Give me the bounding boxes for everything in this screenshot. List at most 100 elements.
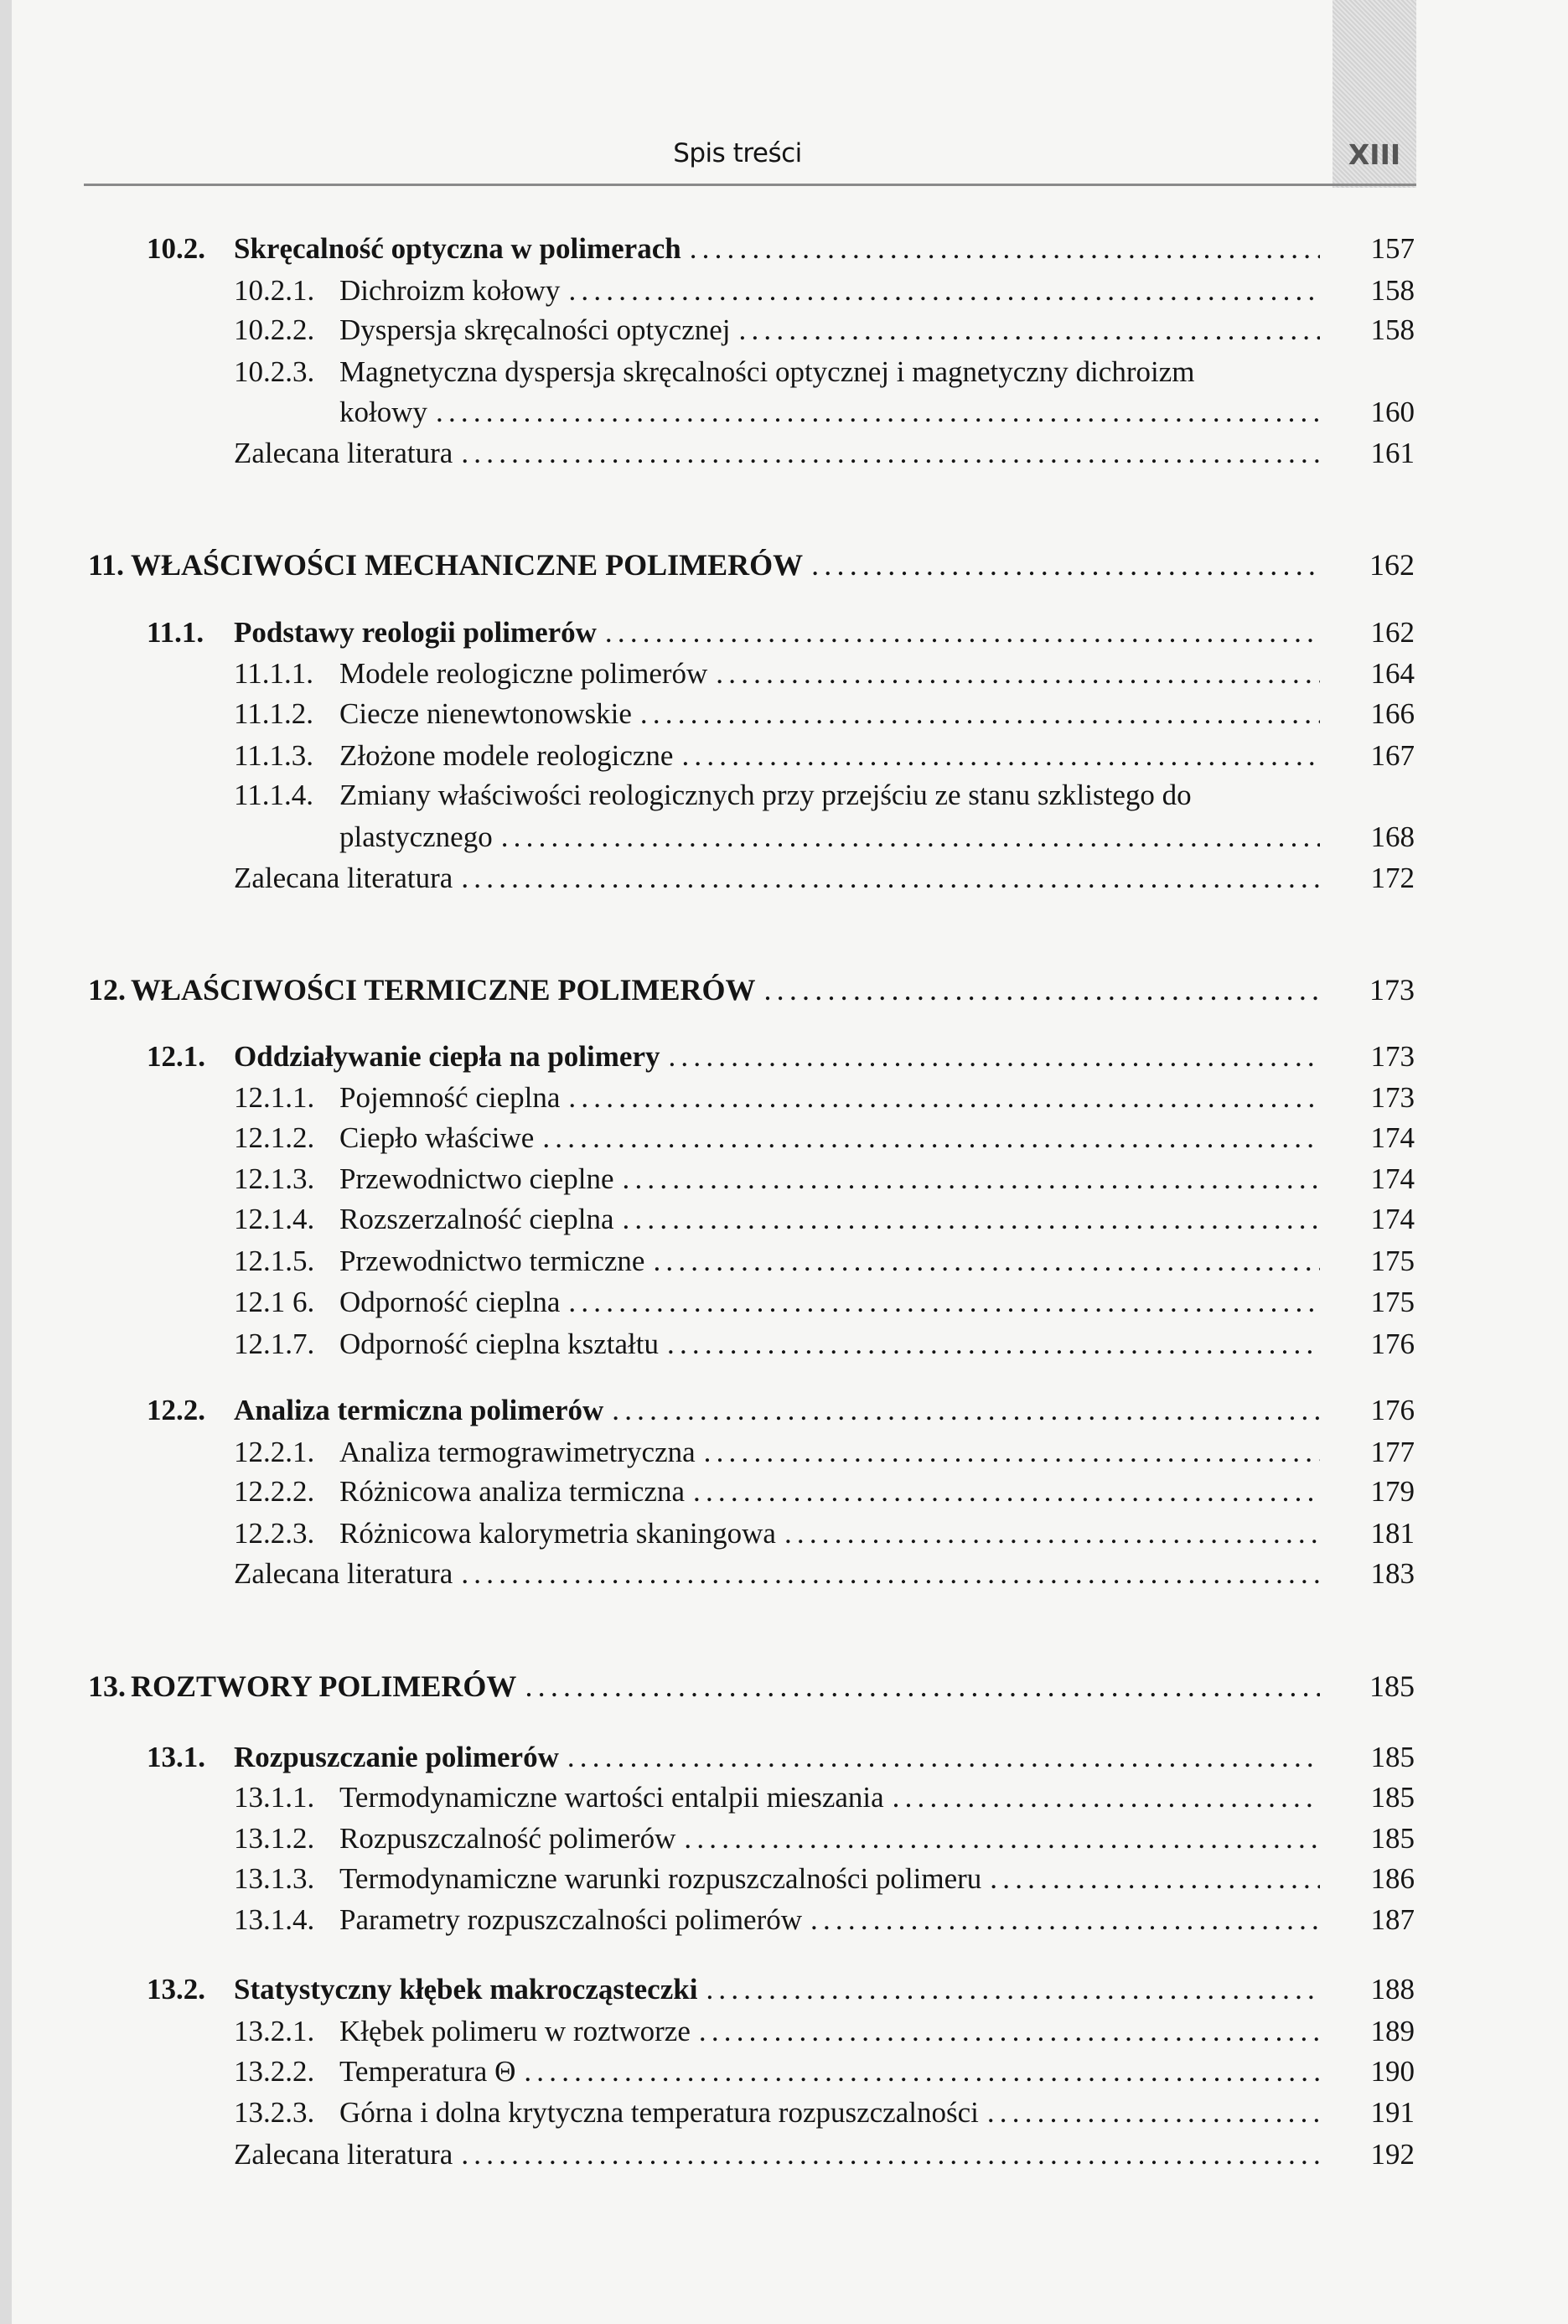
entry-page-number: 188: [1370, 1973, 1415, 2006]
entry-title: Termodynamiczne wartości entalpii miesza…: [339, 1780, 884, 1814]
dot-leader: ........................................…: [990, 1861, 1320, 1895]
dot-leader: ........................................…: [738, 313, 1320, 347]
entry-page-number: 166: [1370, 697, 1415, 731]
dot-leader: ........................................…: [525, 1669, 1320, 1703]
entry-title: Zalecana literatura: [234, 1556, 453, 1590]
entry-title: Termodynamiczne warunki rozpuszczalności…: [339, 1861, 982, 1895]
dot-leader: ........................................…: [524, 2054, 1320, 2088]
dot-leader: ........................................…: [461, 1556, 1320, 1590]
toc-entry-sub: 10.2.1. 158 Dichroizm kołowy..............…: [0, 271, 1568, 311]
entry-page-number: 185: [1370, 1822, 1415, 1856]
dot-leader: ........................................…: [461, 2137, 1320, 2171]
entry-title: WŁAŚCIWOŚCI TERMICZNE POLIMERÓW: [131, 973, 756, 1007]
dot-leader: ........................................…: [684, 1822, 1320, 1856]
toc-entry-sub: 12.1.1. 173 Pojemność cieplna.............…: [0, 1078, 1568, 1118]
dot-leader: ........................................…: [604, 615, 1320, 649]
entry-title: Podstawy reologii polimerów: [234, 615, 597, 649]
entry-number: 13.1.2.: [234, 1822, 315, 1856]
toc-entry-sub: 13.2.3. 191 Górna i dolna krytyczna temper…: [0, 2093, 1568, 2133]
entry-page-number: 174: [1370, 1203, 1415, 1236]
entry-title: Modele reologiczne polimerów: [339, 657, 708, 691]
entry-page-number: 164: [1370, 657, 1415, 691]
toc-entry-sub: 12.1 6. 175 Odporność cieplna.............…: [0, 1282, 1568, 1322]
entry-title: Ciecze nienewtonowskie: [339, 697, 632, 731]
entry-number: 12.1.2.: [234, 1121, 315, 1154]
toc-entry-lit: 172 Zalecana literatura..................…: [0, 858, 1568, 898]
entry-title: Przewodnictwo termiczne: [339, 1244, 645, 1277]
entry-title: Różnicowa analiza termiczna: [339, 1475, 686, 1509]
dot-leader: ........................................…: [653, 1244, 1320, 1277]
entry-number: 10.2.2.: [234, 313, 315, 347]
entry-page-number: 172: [1370, 862, 1415, 895]
entry-number: 12.1.4.: [234, 1203, 315, 1236]
toc-entry-sub: 13.2.1. 189 Kłębek polimeru w roztworze...…: [0, 2011, 1568, 2052]
entry-title: Zalecana literatura: [234, 2137, 453, 2171]
entry-number: 12.1 6.: [234, 1286, 315, 1319]
entry-title: Kłębek polimeru w roztworze: [339, 2014, 691, 2047]
entry-number: 11.: [88, 547, 125, 582]
page-edge: [0, 0, 12, 2324]
entry-page-number: 175: [1370, 1286, 1415, 1319]
entry-page-number: 183: [1370, 1556, 1415, 1590]
entry-number: 13.1.3.: [234, 1861, 315, 1895]
entry-page-number: 185: [1370, 1740, 1415, 1773]
toc-entry-sub: 10.2.3. Magnetyczna dyspersja skręcalnośc…: [0, 352, 1568, 392]
entry-number: 12.2.2.: [234, 1475, 315, 1509]
entry-number: 13.1.1.: [234, 1780, 315, 1814]
entry-page-number: 161: [1370, 437, 1415, 469]
toc-entry-sub: 168 plastycznego.........................…: [0, 817, 1568, 857]
entry-number: 10.2.3.: [234, 355, 315, 388]
dot-leader: ........................................…: [706, 1973, 1320, 2006]
dot-leader: ........................................…: [567, 1740, 1320, 1773]
entry-page-number: 189: [1370, 2014, 1415, 2047]
toc-entry-sub: 12.1.2. 174 Ciepło właściwe...............…: [0, 1118, 1568, 1158]
toc-entry-section: 12.1. 173 Oddziaływanie ciepła na polimery…: [0, 1037, 1568, 1077]
entry-page-number: 185: [1369, 1669, 1415, 1703]
toc-entry-sub: 11.1.3. 167 Złożone modele reologiczne....…: [0, 736, 1568, 776]
header-rule: [84, 184, 1416, 186]
entry-title: Przewodnictwo cieplne: [339, 1162, 614, 1196]
entry-number: 11.1.3.: [234, 738, 313, 772]
entry-number: 10.2.: [147, 232, 205, 266]
page-number: XIII: [1348, 138, 1401, 171]
dot-leader: ........................................…: [436, 395, 1320, 428]
entry-title: Rozpuszczalność polimerów: [339, 1822, 676, 1856]
entry-page-number: 158: [1370, 313, 1415, 347]
dot-leader: ........................................…: [810, 1903, 1320, 1937]
toc-entry-sub: 12.2.3. 181 Różnicowa kalorymetria skaning…: [0, 1514, 1568, 1554]
entry-number: 12.2.3.: [234, 1516, 315, 1550]
toc-entry-chapter: 11. 162 WŁAŚCIWOŚCI MECHANICZNE POLIMERÓW.…: [0, 545, 1568, 585]
dot-leader: ........................................…: [703, 1435, 1320, 1468]
dot-leader: ........................................…: [461, 437, 1320, 469]
dot-leader: ........................................…: [568, 1081, 1320, 1115]
toc-entry-sub: 13.1.1. 185 Termodynamiczne wartości ental…: [0, 1778, 1568, 1818]
folio-tab: [1333, 0, 1416, 188]
dot-leader: ........................................…: [763, 973, 1320, 1007]
entry-page-number: 158: [1370, 273, 1415, 307]
toc-entry-sub: 12.2.2. 179 Różnicowa analiza termiczna...…: [0, 1472, 1568, 1512]
entry-page-number: 191: [1370, 2096, 1415, 2130]
entry-title: Statystyczny kłębek makrocząsteczki: [234, 1973, 698, 2006]
dot-leader: ........................................…: [716, 657, 1320, 691]
entry-number: 11.1.1.: [234, 657, 313, 691]
entry-title: Rozpuszczanie polimerów: [234, 1740, 559, 1773]
entry-number: 12.1.: [147, 1039, 205, 1073]
dot-leader: ........................................…: [811, 547, 1320, 582]
toc-entry-section: 13.2. 188 Statystyczny kłębek makrocząstec…: [0, 1969, 1568, 2010]
entry-page-number: 192: [1370, 2137, 1415, 2171]
entry-number: 12.1.1.: [234, 1081, 315, 1115]
toc-entry-lit: 183 Zalecana literatura..................…: [0, 1554, 1568, 1594]
dot-leader: ........................................…: [892, 1780, 1320, 1814]
toc-entry-section: 12.2. 176 Analiza termiczna polimerów.....…: [0, 1390, 1568, 1431]
entry-number: 12.2.1.: [234, 1435, 315, 1468]
toc-entry-sub: 13.2.2. 190 Temperatura Θ.................…: [0, 2052, 1568, 2092]
entry-number: 11.1.: [147, 615, 204, 649]
toc-entry-sub: 12.1.4. 174 Rozszerzalność cieplna........…: [0, 1199, 1568, 1240]
dot-leader: ........................................…: [622, 1203, 1320, 1236]
toc-entry-sub: 13.1.4. 187 Parametry rozpuszczalności pol…: [0, 1900, 1568, 1940]
dot-leader: ........................................…: [689, 232, 1320, 266]
toc-entry-section: 11.1. 162 Podstawy reologii polimerów.....…: [0, 613, 1568, 653]
dot-leader: ........................................…: [668, 1039, 1320, 1073]
toc-entry-chapter: 13. 185 ROZTWORY POLIMERÓW................…: [0, 1666, 1568, 1706]
entry-number: 11.1.4.: [234, 779, 313, 812]
